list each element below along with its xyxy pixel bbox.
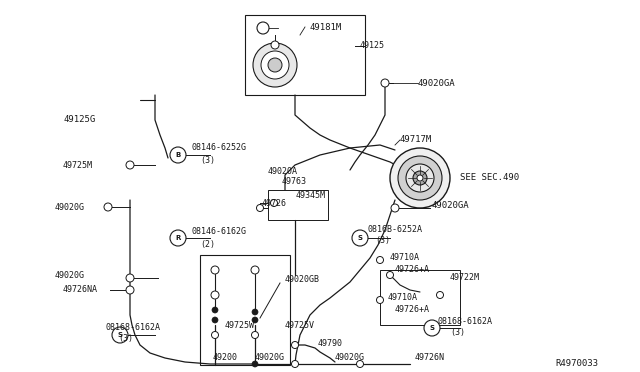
Text: 49710A: 49710A: [388, 292, 418, 301]
Text: 49722M: 49722M: [450, 273, 480, 282]
Text: 08168-6162A: 08168-6162A: [438, 317, 493, 327]
Text: R4970033: R4970033: [555, 359, 598, 368]
Text: (3): (3): [200, 155, 215, 164]
Text: (3): (3): [375, 237, 390, 246]
Text: 49020G: 49020G: [55, 270, 85, 279]
Text: 49726+A: 49726+A: [395, 305, 430, 314]
Circle shape: [112, 327, 128, 343]
Text: 49181M: 49181M: [310, 22, 342, 32]
Circle shape: [252, 317, 258, 323]
Circle shape: [436, 292, 444, 298]
Text: 49125G: 49125G: [63, 115, 95, 125]
Text: B: B: [175, 152, 180, 158]
Circle shape: [261, 51, 289, 79]
Circle shape: [170, 230, 186, 246]
Bar: [245, 15, 365, 95]
Text: 49725V: 49725V: [285, 321, 315, 330]
Circle shape: [212, 307, 218, 313]
Text: 0816B-6252A: 0816B-6252A: [368, 225, 423, 234]
Circle shape: [126, 274, 134, 282]
Circle shape: [126, 286, 134, 294]
Circle shape: [212, 317, 218, 323]
Text: 49020GA: 49020GA: [418, 78, 456, 87]
Text: 49725W: 49725W: [225, 321, 255, 330]
Circle shape: [271, 41, 279, 49]
Text: (2): (2): [200, 240, 215, 248]
Text: 49790: 49790: [318, 339, 343, 347]
Text: 49725M: 49725M: [63, 160, 93, 170]
Circle shape: [251, 266, 259, 274]
Text: 49710A: 49710A: [390, 253, 420, 263]
Bar: [268, 190, 328, 220]
Bar: [200, 255, 290, 365]
Text: 08168-6162A: 08168-6162A: [105, 324, 160, 333]
Circle shape: [126, 161, 134, 169]
Text: SEE SEC.490: SEE SEC.490: [460, 173, 519, 183]
Circle shape: [253, 43, 297, 87]
Text: 49726NA: 49726NA: [63, 285, 98, 295]
Circle shape: [398, 156, 442, 200]
Circle shape: [211, 291, 219, 299]
Circle shape: [252, 309, 258, 315]
Circle shape: [390, 148, 450, 208]
Text: 49020G: 49020G: [255, 353, 285, 362]
Text: 49125: 49125: [360, 42, 385, 51]
Circle shape: [252, 331, 259, 339]
Circle shape: [257, 205, 264, 212]
Circle shape: [387, 272, 394, 279]
Text: S: S: [358, 235, 362, 241]
Text: (3): (3): [118, 334, 133, 343]
Text: 49200: 49200: [213, 353, 238, 362]
Text: 49020G: 49020G: [55, 202, 85, 212]
Text: 49726N: 49726N: [415, 353, 445, 362]
Text: 49763: 49763: [282, 177, 307, 186]
Circle shape: [291, 341, 298, 349]
Circle shape: [170, 147, 186, 163]
Text: 49020A: 49020A: [268, 167, 298, 176]
Text: R: R: [175, 235, 180, 241]
Text: 49020G: 49020G: [335, 353, 365, 362]
Circle shape: [252, 361, 258, 367]
Circle shape: [268, 58, 282, 72]
Circle shape: [352, 230, 368, 246]
Circle shape: [376, 296, 383, 304]
Text: 49726: 49726: [262, 199, 287, 208]
Circle shape: [391, 204, 399, 212]
Text: 49717M: 49717M: [400, 135, 432, 144]
Circle shape: [211, 266, 219, 274]
Text: 49345M: 49345M: [296, 190, 326, 199]
Circle shape: [257, 22, 269, 34]
Circle shape: [356, 360, 364, 368]
Text: (3): (3): [450, 328, 465, 337]
Text: 49726+A: 49726+A: [395, 266, 430, 275]
Circle shape: [291, 360, 298, 368]
Circle shape: [406, 164, 434, 192]
Text: S: S: [118, 332, 122, 338]
Text: 49020GA: 49020GA: [432, 201, 470, 209]
Text: 08146-6252G: 08146-6252G: [192, 144, 247, 153]
Circle shape: [413, 171, 427, 185]
Text: 49020GB: 49020GB: [285, 276, 320, 285]
Circle shape: [211, 331, 218, 339]
Circle shape: [271, 199, 278, 206]
Circle shape: [417, 175, 423, 181]
Circle shape: [424, 320, 440, 336]
Circle shape: [104, 203, 112, 211]
Circle shape: [376, 257, 383, 263]
Circle shape: [381, 79, 389, 87]
Bar: [380, 270, 460, 325]
Text: 08146-6162G: 08146-6162G: [192, 228, 247, 237]
Text: S: S: [429, 325, 435, 331]
